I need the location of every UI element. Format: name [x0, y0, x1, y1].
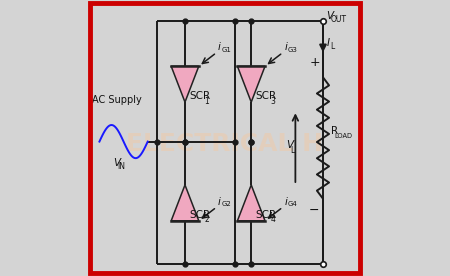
Polygon shape: [238, 185, 265, 221]
Text: SCR: SCR: [255, 91, 276, 101]
Text: 3: 3: [271, 97, 276, 105]
Text: 1: 1: [205, 97, 209, 105]
Text: AC Supply: AC Supply: [92, 95, 142, 105]
Text: V: V: [326, 11, 333, 21]
Text: L: L: [330, 42, 334, 51]
Text: −: −: [309, 204, 320, 217]
Text: IN: IN: [117, 162, 125, 171]
Text: V: V: [113, 158, 120, 168]
Text: i: i: [218, 197, 221, 207]
Text: L: L: [291, 146, 295, 155]
Text: G1: G1: [222, 47, 232, 53]
Text: OUT: OUT: [330, 15, 346, 24]
Text: SCR: SCR: [189, 210, 210, 220]
Polygon shape: [171, 66, 199, 102]
Text: LOAD: LOAD: [334, 133, 352, 139]
Text: G4: G4: [288, 201, 298, 208]
Text: V: V: [287, 140, 294, 150]
Text: G3: G3: [288, 47, 298, 53]
Polygon shape: [171, 185, 199, 221]
Text: 2: 2: [205, 215, 209, 224]
Text: G2: G2: [222, 201, 231, 208]
Text: 4: 4: [271, 215, 276, 224]
Text: i: i: [284, 42, 287, 52]
Text: ELECTRICAL H: ELECTRICAL H: [126, 132, 324, 155]
Text: i: i: [284, 197, 287, 207]
Polygon shape: [238, 66, 265, 102]
Text: R: R: [331, 126, 338, 136]
Text: +: +: [309, 56, 320, 69]
Text: SCR: SCR: [255, 210, 276, 220]
Text: i: i: [218, 42, 221, 52]
Text: SCR: SCR: [189, 91, 210, 101]
Text: I: I: [326, 38, 329, 48]
